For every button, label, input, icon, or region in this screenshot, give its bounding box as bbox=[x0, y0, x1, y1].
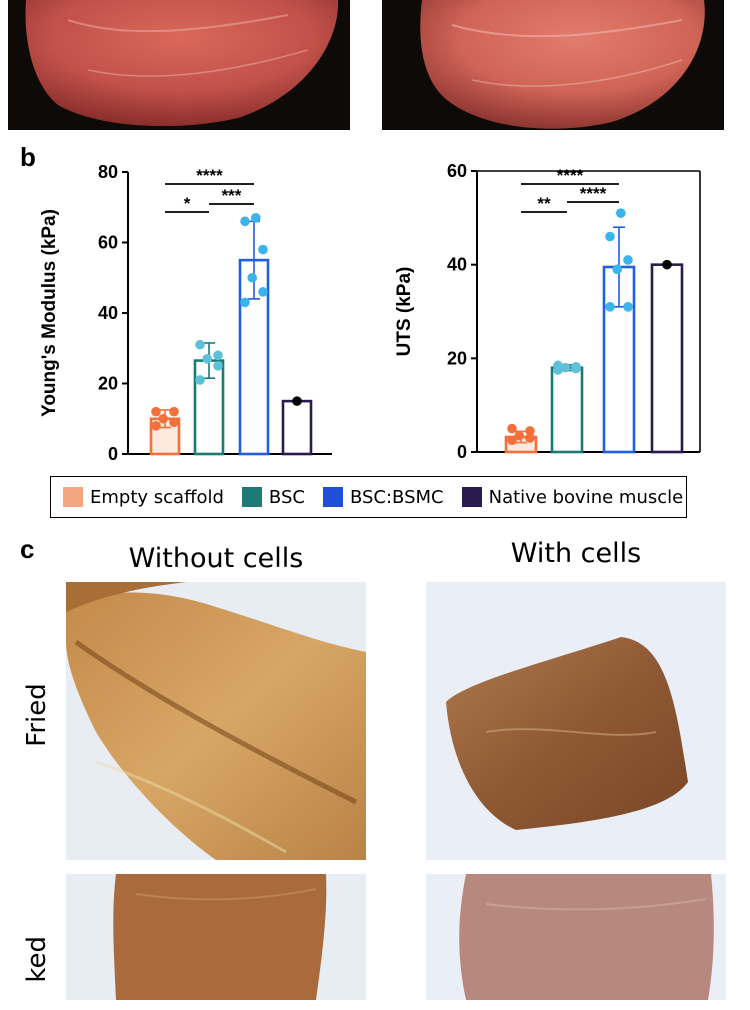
photo-baked-with-cells-image bbox=[459, 874, 714, 1000]
legend-item-native-bovine-muscle: Native bovine muscle bbox=[461, 486, 684, 508]
photo-fried-with-cells bbox=[426, 582, 726, 860]
data-point-2 bbox=[612, 264, 622, 275]
bar-1 bbox=[550, 366, 584, 454]
data-point-0 bbox=[169, 406, 179, 417]
data-point-0 bbox=[514, 430, 524, 441]
legend-label: Native bovine muscle bbox=[488, 486, 684, 508]
photo-fried-without-cells-image bbox=[66, 582, 366, 860]
row-label-baked: ked bbox=[22, 936, 52, 983]
data-point-0 bbox=[151, 421, 161, 431]
legend-label: BSC:BSMC bbox=[349, 486, 444, 508]
data-point-2 bbox=[240, 297, 250, 308]
y-tick-label: 20 bbox=[447, 348, 467, 368]
photo-baked-with-cells bbox=[426, 874, 726, 1000]
data-point-0 bbox=[507, 423, 517, 434]
data-point-2 bbox=[247, 272, 257, 283]
photo-a-left-image bbox=[25, 0, 339, 127]
data-point-0 bbox=[169, 417, 179, 428]
data-point-1 bbox=[560, 362, 570, 373]
panel-b-label: b bbox=[20, 142, 36, 172]
data-point-1 bbox=[195, 339, 205, 350]
significance-label: **** bbox=[580, 184, 607, 203]
y-tick-label: 40 bbox=[98, 303, 118, 323]
data-point-0 bbox=[525, 433, 535, 443]
photo-baked-without-cells-image bbox=[113, 874, 327, 1000]
significance-label: * bbox=[184, 194, 191, 213]
data-point-3 bbox=[662, 259, 672, 270]
data-point-0 bbox=[507, 435, 517, 446]
photo-a-right-image bbox=[420, 0, 705, 129]
data-point-2 bbox=[251, 213, 261, 223]
legend-item-bsc-bsmc: BSC:BSMC bbox=[322, 486, 444, 508]
y-tick-label: 0 bbox=[108, 444, 118, 464]
data-point-2 bbox=[258, 287, 268, 297]
y-axis-label: Young's Modulus (kPa) bbox=[39, 209, 60, 417]
data-point-1 bbox=[213, 350, 223, 361]
bar-3 bbox=[281, 399, 313, 456]
legend-label: Empty scaffold bbox=[90, 486, 224, 508]
legend-item-bsc: BSC bbox=[241, 486, 305, 508]
data-point-0 bbox=[525, 426, 535, 436]
y-tick-label: 40 bbox=[447, 255, 467, 275]
bar-3 bbox=[650, 263, 684, 454]
y-tick-label: 60 bbox=[98, 233, 118, 253]
legend-label: BSC bbox=[268, 486, 305, 508]
data-point-2 bbox=[616, 208, 626, 218]
y-axis-label: UTS (kPa) bbox=[394, 267, 415, 357]
photo-fried-with-cells-image bbox=[446, 637, 688, 830]
data-point-1 bbox=[213, 361, 223, 371]
data-point-2 bbox=[623, 255, 633, 265]
data-point-3 bbox=[292, 396, 302, 406]
significance-label: ** bbox=[537, 194, 551, 213]
column-title-with-cells: With cells bbox=[510, 538, 642, 569]
y-tick-label: 60 bbox=[447, 161, 467, 181]
data-point-2 bbox=[605, 231, 615, 242]
legend-swatch-empty-scaffold bbox=[63, 487, 83, 507]
photo-a-right bbox=[382, 0, 724, 130]
data-point-1 bbox=[195, 375, 205, 385]
significance-label: *** bbox=[222, 186, 242, 205]
data-point-1 bbox=[553, 360, 563, 371]
data-point-2 bbox=[258, 244, 268, 255]
y-tick-label: 0 bbox=[457, 442, 467, 462]
y-tick-label: 20 bbox=[98, 374, 118, 394]
data-point-2 bbox=[605, 302, 615, 312]
legend-swatch-bsc-bsmc bbox=[322, 487, 343, 507]
photo-fried-without-cells bbox=[66, 582, 366, 860]
data-point-2 bbox=[623, 302, 633, 312]
data-point-1 bbox=[571, 361, 581, 372]
significance-label: **** bbox=[557, 166, 584, 185]
data-point-1 bbox=[202, 354, 212, 364]
y-tick-label: 80 bbox=[98, 162, 118, 182]
legend-swatch-bsc bbox=[241, 487, 262, 507]
chart-legend: Empty scaffold BSC BSC:BSMC Native bovin… bbox=[50, 476, 687, 518]
row-label-fried: Fried bbox=[22, 683, 52, 747]
data-point-0 bbox=[151, 406, 161, 417]
legend-item-empty-scaffold: Empty scaffold bbox=[63, 487, 224, 508]
column-title-without-cells: Without cells bbox=[128, 543, 304, 574]
legend-swatch-native-bovine-muscle bbox=[461, 487, 482, 507]
panel-c-label: c bbox=[20, 534, 35, 564]
data-point-0 bbox=[158, 413, 168, 424]
photo-a-left bbox=[8, 0, 350, 130]
significance-label: **** bbox=[196, 166, 223, 185]
photo-baked-without-cells bbox=[66, 874, 366, 1000]
data-point-2 bbox=[240, 216, 250, 227]
